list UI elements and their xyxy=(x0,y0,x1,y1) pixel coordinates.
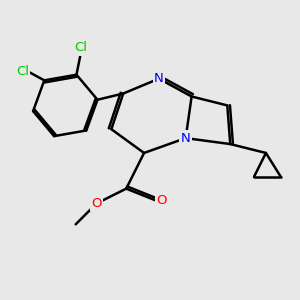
Text: N: N xyxy=(181,132,190,145)
Text: O: O xyxy=(91,197,102,210)
Text: N: N xyxy=(154,72,164,85)
Text: Cl: Cl xyxy=(16,65,29,78)
Text: Cl: Cl xyxy=(74,41,87,54)
Text: O: O xyxy=(156,194,166,207)
